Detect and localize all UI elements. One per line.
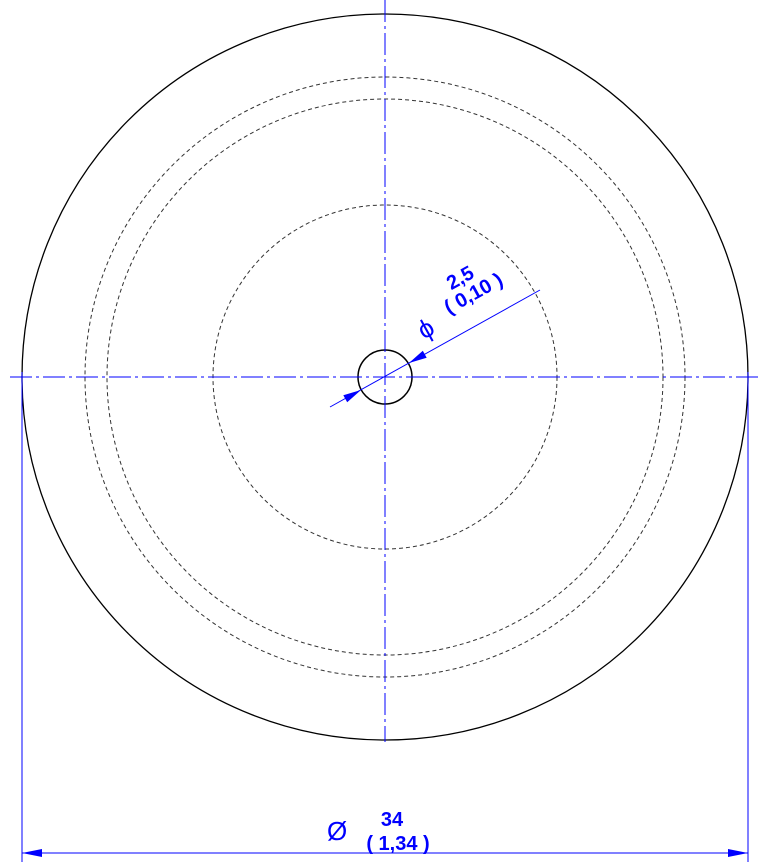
dimension-alt: ( 1,34 ): [366, 833, 429, 855]
diameter-symbol: ϕ: [412, 312, 439, 345]
arrow: [409, 350, 427, 363]
dimension-value: 34: [381, 809, 404, 831]
diameter-symbol: Ø: [327, 816, 347, 846]
arrow: [343, 390, 361, 403]
dimension-line: [329, 289, 541, 408]
arrow: [22, 849, 42, 857]
arrow: [728, 849, 748, 857]
